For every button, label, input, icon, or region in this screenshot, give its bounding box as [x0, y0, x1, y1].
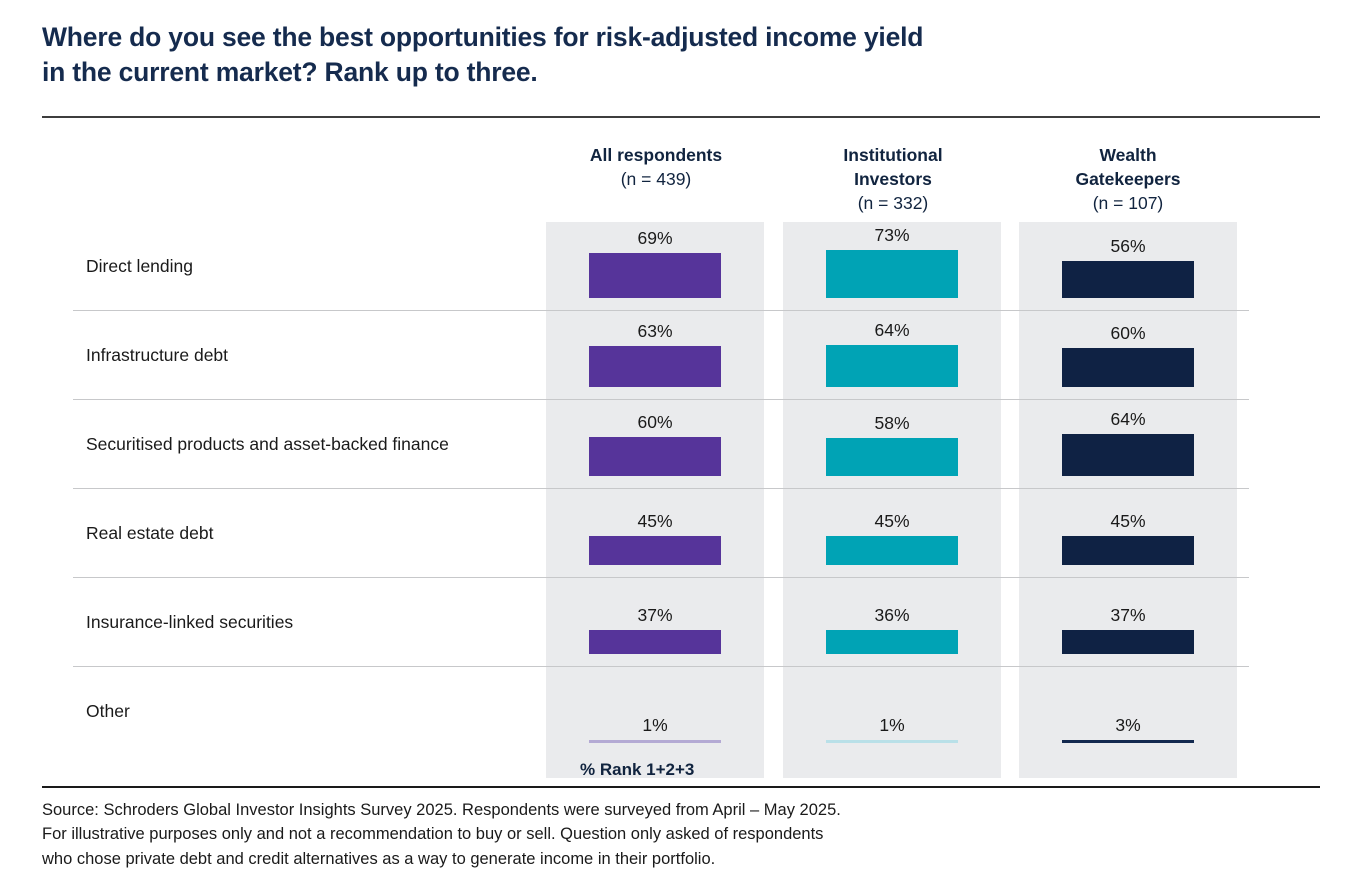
source-line-2: For illustrative purposes only and not a…	[42, 825, 824, 844]
bar	[1062, 261, 1194, 298]
bar	[1062, 630, 1194, 654]
bar	[826, 438, 958, 476]
bar-value-label: 1%	[642, 715, 668, 735]
bar-value-label: 45%	[1110, 511, 1146, 531]
header-divider	[42, 116, 1320, 118]
column-band-all-respondents	[546, 222, 764, 778]
table-row: Other 1% 1% 3%	[0, 667, 1350, 756]
bar	[589, 437, 721, 476]
column-header-institutional-investors: Institutional Investors (n = 332)	[775, 144, 1011, 215]
bar-value-label: 37%	[637, 605, 673, 625]
column-band-wealth-gatekeepers	[1019, 222, 1237, 778]
bar	[589, 346, 721, 387]
bar	[1062, 434, 1194, 476]
page-title-line-2: in the current market? Rank up to three.	[42, 56, 538, 87]
row-divider	[73, 577, 1249, 578]
bar	[826, 250, 958, 298]
bar-value-label: 56%	[1110, 236, 1146, 256]
column-header-label-line-2: Gatekeepers	[1075, 168, 1181, 189]
bar	[826, 630, 958, 654]
column-band-institutional-investors	[783, 222, 1001, 778]
bar-value-label: 63%	[637, 321, 673, 341]
row-divider	[73, 310, 1249, 311]
bar	[589, 630, 721, 654]
bar-value-label: 36%	[874, 605, 910, 625]
bar-value-label: 1%	[879, 715, 905, 735]
column-header-all-respondents: All respondents (n = 439)	[538, 144, 774, 192]
column-header-label: All respondents	[589, 145, 723, 165]
bar	[826, 740, 958, 743]
bar	[589, 253, 721, 298]
bar	[826, 536, 958, 565]
table-row: Insurance-linked securities 37% 36% 37%	[0, 578, 1350, 667]
bar-value-label: 60%	[637, 412, 673, 432]
bar	[1062, 536, 1194, 565]
column-header-wealth-gatekeepers: Wealth Gatekeepers (n = 107)	[1010, 144, 1246, 215]
table-row: Securitised products and asset-backed fi…	[0, 400, 1350, 489]
page-title: Where do you see the best opportunities …	[42, 20, 1122, 90]
bar-value-label: 45%	[637, 511, 673, 531]
bar	[826, 345, 958, 387]
source-line-3: who chose private debt and credit altern…	[42, 849, 716, 868]
row-label: Other	[86, 701, 130, 721]
row-label: Real estate debt	[86, 523, 214, 543]
row-divider	[73, 399, 1249, 400]
bar-value-label: 60%	[1110, 323, 1146, 343]
bar-value-label: 58%	[874, 413, 910, 433]
column-header-n: (n = 107)	[1092, 192, 1164, 213]
bar-value-label: 37%	[1110, 605, 1146, 625]
row-divider	[73, 488, 1249, 489]
bar	[589, 740, 721, 743]
column-header-label-line-2: Investors	[854, 168, 932, 189]
table-row: Real estate debt 45% 45% 45%	[0, 489, 1350, 578]
column-header-label-line-1: Institutional	[843, 145, 943, 165]
bar	[1062, 740, 1194, 743]
bar	[589, 536, 721, 565]
bar-value-label: 3%	[1115, 715, 1141, 735]
bar-value-label: 69%	[637, 228, 673, 248]
row-label: Insurance-linked securities	[86, 612, 294, 632]
row-label: Securitised products and asset-backed fi…	[86, 434, 449, 454]
bar-value-label: 64%	[1110, 409, 1146, 429]
bar-value-label: 73%	[874, 225, 910, 245]
bar-value-label: 45%	[874, 511, 910, 531]
page-title-line-1: Where do you see the best opportunities …	[42, 22, 924, 52]
column-header-n: (n = 439)	[620, 168, 692, 189]
row-label: Direct lending	[86, 256, 193, 276]
row-label: Infrastructure debt	[86, 345, 229, 365]
column-header-label-line-1: Wealth	[1099, 145, 1157, 165]
table-row: Direct lending 69% 73% 56%	[0, 222, 1350, 311]
source-line-1: Source: Schroders Global Investor Insigh…	[42, 801, 841, 819]
rank-note: % Rank 1+2+3	[580, 760, 695, 779]
bar	[1062, 348, 1194, 387]
bar-value-label: 64%	[874, 320, 910, 340]
row-divider	[73, 666, 1249, 667]
footer-divider	[42, 786, 1320, 788]
source-note: Source: Schroders Global Investor Insigh…	[42, 798, 1042, 871]
table-row: Infrastructure debt 63% 64% 60%	[0, 311, 1350, 400]
column-header-n: (n = 332)	[857, 192, 929, 213]
